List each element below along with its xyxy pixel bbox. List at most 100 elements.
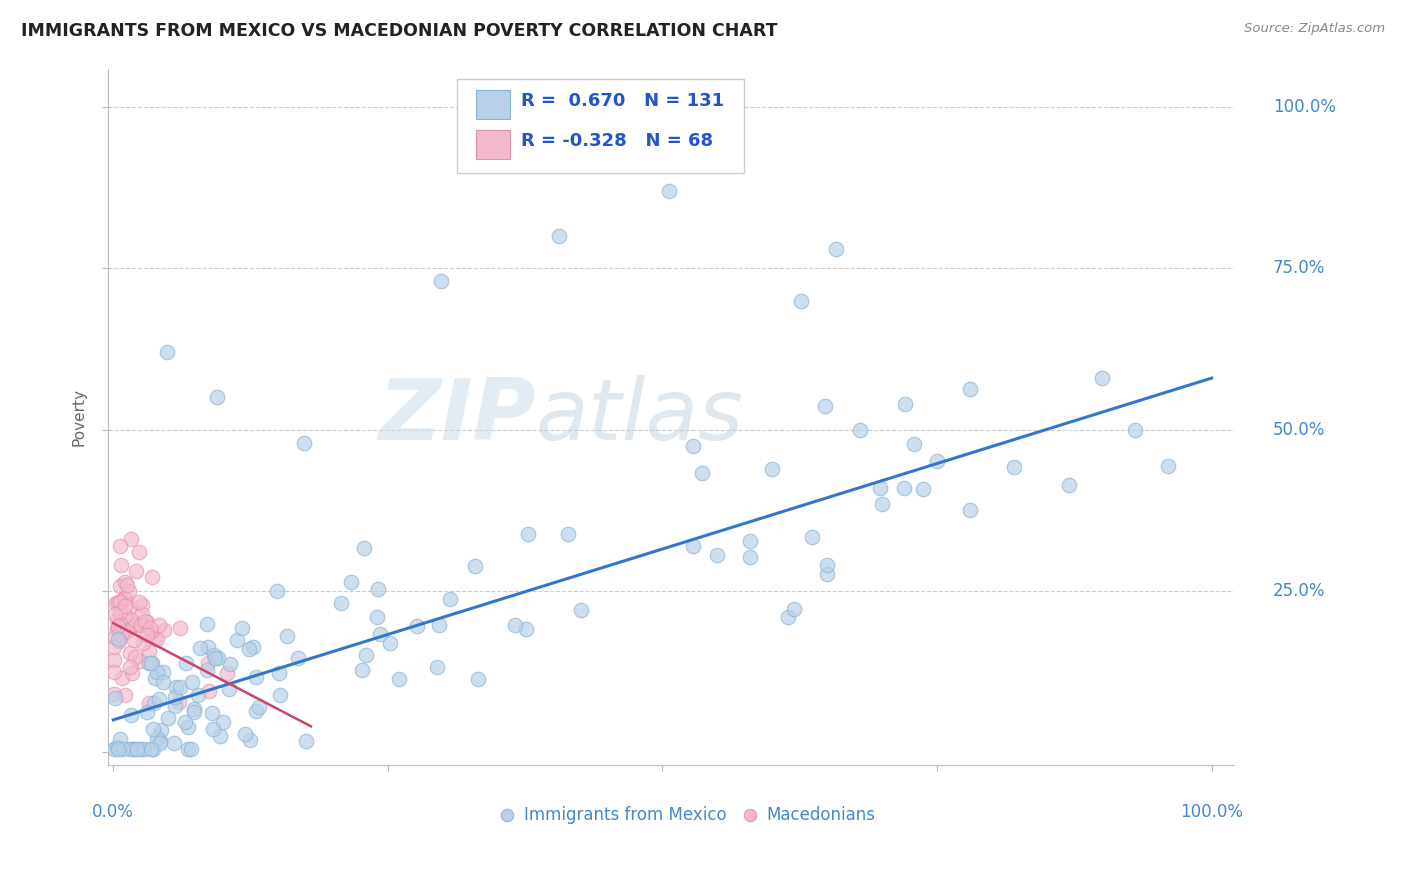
Point — [134, 615, 156, 629]
Point — [138, 644, 160, 658]
Point — [146, 632, 169, 647]
Point — [557, 527, 579, 541]
Point — [467, 672, 489, 686]
Point — [706, 548, 728, 562]
Point — [114, 688, 136, 702]
Point — [118, 599, 141, 614]
Point — [378, 636, 401, 650]
Point — [761, 461, 783, 475]
Point — [156, 345, 179, 359]
Point — [107, 621, 129, 635]
Point — [682, 539, 704, 553]
Point — [815, 567, 838, 582]
Point — [177, 742, 200, 756]
Point — [207, 650, 229, 665]
Point — [503, 617, 526, 632]
Point — [245, 704, 267, 718]
Point — [198, 684, 221, 698]
Point — [131, 607, 153, 621]
Point — [219, 657, 242, 671]
Point — [903, 437, 925, 451]
Point — [176, 656, 198, 670]
Point — [110, 579, 132, 593]
Point — [405, 619, 427, 633]
Point — [180, 742, 202, 756]
Point — [276, 629, 298, 643]
Point — [515, 622, 537, 636]
Point — [824, 242, 846, 256]
Y-axis label: Poverty: Poverty — [72, 388, 86, 446]
Point — [247, 700, 270, 714]
Point — [114, 575, 136, 590]
Text: 100.0%: 100.0% — [1180, 804, 1243, 822]
Point — [869, 481, 891, 495]
Point — [658, 184, 681, 198]
Point — [103, 665, 125, 679]
Point — [269, 688, 291, 702]
Point — [208, 729, 231, 743]
Point — [148, 691, 170, 706]
Point — [195, 616, 218, 631]
Point — [776, 609, 799, 624]
Text: IMMIGRANTS FROM MEXICO VS MACEDONIAN POVERTY CORRELATION CHART: IMMIGRANTS FROM MEXICO VS MACEDONIAN POV… — [21, 22, 778, 40]
Text: Immigrants from Mexico: Immigrants from Mexico — [524, 806, 727, 824]
Point — [912, 482, 935, 496]
Point — [165, 690, 187, 704]
Point — [1002, 460, 1025, 475]
Point — [139, 742, 162, 756]
Point — [114, 591, 136, 605]
Point — [114, 626, 136, 640]
Point — [118, 646, 141, 660]
Point — [114, 599, 136, 614]
Point — [149, 736, 172, 750]
Point — [690, 467, 713, 481]
Point — [287, 651, 309, 665]
Point — [893, 397, 915, 411]
Point — [569, 603, 592, 617]
Point — [238, 642, 260, 657]
Point — [112, 591, 135, 605]
Point — [893, 481, 915, 495]
Point — [205, 391, 228, 405]
Point — [174, 714, 197, 729]
Point — [132, 636, 155, 650]
Point — [153, 623, 176, 637]
Point — [368, 627, 391, 641]
Point — [177, 720, 200, 734]
Text: atlas: atlas — [536, 376, 744, 458]
Point — [103, 607, 125, 621]
Point — [152, 665, 174, 679]
Point — [163, 736, 186, 750]
Point — [110, 539, 132, 553]
Point — [197, 657, 219, 671]
Point — [142, 722, 165, 736]
Point — [103, 640, 125, 654]
Point — [169, 695, 191, 709]
Point — [217, 666, 239, 681]
Point — [112, 620, 135, 634]
FancyBboxPatch shape — [457, 79, 744, 173]
Point — [128, 545, 150, 559]
Point — [354, 648, 377, 662]
Point — [388, 673, 411, 687]
Point — [565, 113, 588, 128]
Point — [146, 665, 169, 680]
Text: 100.0%: 100.0% — [1272, 98, 1336, 116]
Point — [849, 423, 872, 437]
Point — [427, 617, 450, 632]
Point — [139, 621, 162, 635]
Point — [1057, 478, 1080, 492]
Point — [120, 614, 142, 628]
Point — [145, 731, 167, 746]
Point — [266, 583, 288, 598]
Point — [169, 621, 191, 635]
Point — [125, 565, 148, 579]
Point — [122, 616, 145, 631]
Point — [132, 742, 155, 756]
Point — [366, 610, 388, 624]
Point — [104, 691, 127, 706]
Point — [136, 615, 159, 629]
Point — [107, 595, 129, 609]
Point — [728, 791, 751, 805]
Point — [125, 618, 148, 632]
